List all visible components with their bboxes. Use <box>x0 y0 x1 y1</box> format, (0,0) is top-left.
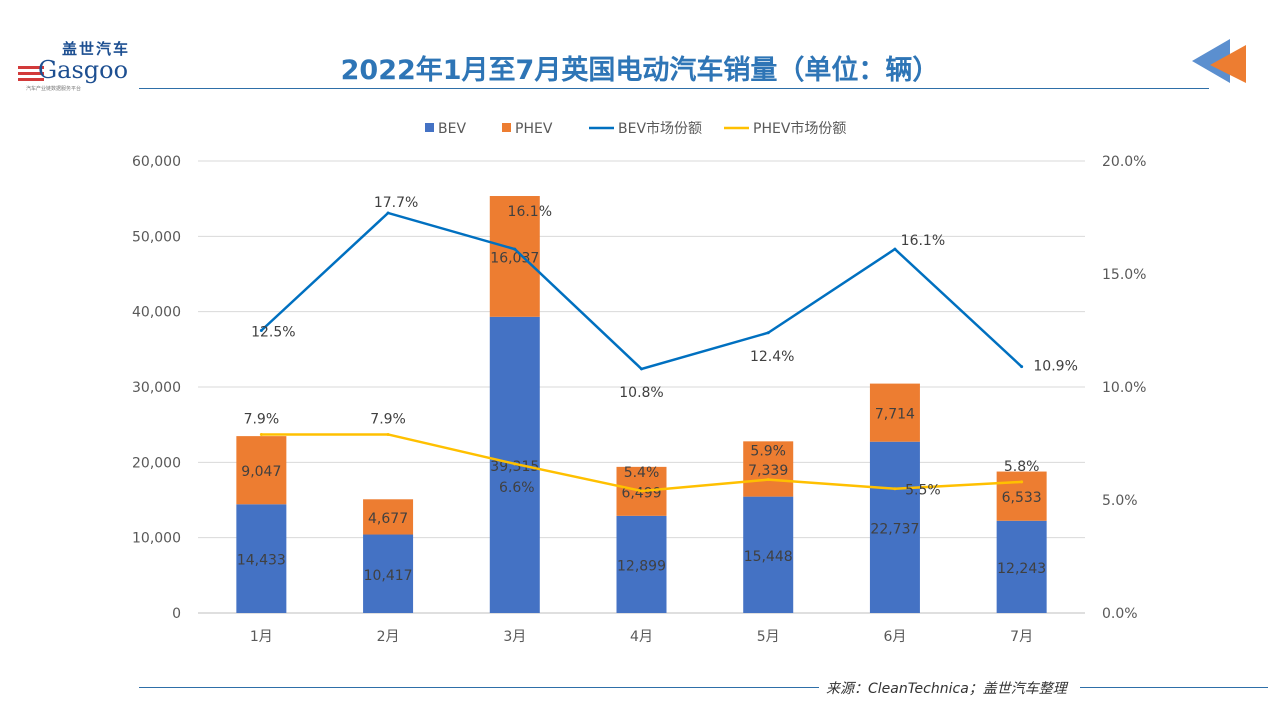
phev-data-label: 7,714 <box>875 407 915 423</box>
x-axis-tick: 6月 <box>883 629 906 645</box>
gasgoo-logo: 盖世汽车 Gasgoo 汽车产业链数据服务平台 <box>18 42 133 94</box>
bev-share-point <box>893 247 897 251</box>
bev-bar <box>869 441 920 613</box>
x-axis-tick: 5月 <box>757 629 780 645</box>
bev-share-point <box>640 367 643 371</box>
x-axis-tick: 7月 <box>1010 629 1033 645</box>
phev-bar <box>236 436 287 505</box>
logo-en: Gasgoo <box>38 56 129 84</box>
phev-share-point <box>640 489 643 493</box>
bev-share-label: 16.1% <box>901 233 945 249</box>
right-axis-tick: 15.0% <box>1102 267 1146 283</box>
phev-bar <box>363 499 414 535</box>
left-axis-tick: 50,000 <box>132 229 181 245</box>
right-axis-tick: 5.0% <box>1102 493 1138 509</box>
phev-share-point <box>1020 480 1024 484</box>
right-axis-tick: 0.0% <box>1102 606 1138 622</box>
bev-share-point <box>386 211 390 215</box>
phev-data-label: 4,677 <box>368 511 408 527</box>
phev-share-label: 5.9% <box>750 444 786 460</box>
bev-share-label: 17.7% <box>374 195 418 211</box>
phev-share-point <box>259 432 263 436</box>
phev-bar <box>743 441 794 497</box>
bev-share-label: 12.4% <box>750 349 794 365</box>
logo-cn: 盖世汽车 <box>62 40 131 58</box>
bev-bar <box>743 496 794 613</box>
bev-data-label: 22,737 <box>870 521 919 537</box>
left-axis-tick: 60,000 <box>132 154 181 170</box>
phev-share-point <box>513 462 517 466</box>
bev-data-label: 14,433 <box>237 553 286 569</box>
phev-data-label: 6,533 <box>1002 490 1042 506</box>
legend-item: BEV <box>438 121 466 137</box>
phev-share-label: 5.5% <box>905 483 941 499</box>
left-axis-tick: 0 <box>172 606 181 622</box>
page-title: 2022年1月至7月英国电动汽车销量（单位：辆） <box>340 55 940 86</box>
logo-subtitle: 汽车产业链数据服务平台 <box>26 86 82 92</box>
phev-share-label: 5.8% <box>1004 459 1040 475</box>
phev-share-label: 7.9% <box>370 411 406 427</box>
phev-share-point <box>386 432 390 436</box>
source-note: 来源：CleanTechnica；盖世汽车整理 <box>822 678 1071 698</box>
bev-data-label: 15,448 <box>744 549 793 565</box>
right-axis-tick: 10.0% <box>1102 380 1146 396</box>
left-axis-tick: 30,000 <box>132 380 181 396</box>
phev-share-point <box>893 487 897 491</box>
bev-data-label: 39,315 <box>490 459 539 475</box>
title-divider <box>139 88 1209 89</box>
phev-bar <box>996 471 1047 521</box>
right-axis-tick: 20.0% <box>1102 154 1146 170</box>
phev-bar <box>869 383 920 442</box>
x-axis-tick: 1月 <box>250 629 273 645</box>
phev-share-label: 7.9% <box>244 411 280 427</box>
legend-swatch <box>502 123 511 132</box>
bev-data-label: 10,417 <box>364 568 413 584</box>
legend-item: PHEV <box>515 121 553 137</box>
bev-share-point <box>766 331 770 335</box>
bev-bar <box>996 520 1047 613</box>
bev-share-point <box>259 329 263 332</box>
legend-item: BEV市场份额 <box>618 120 702 137</box>
phev-bar <box>489 196 540 317</box>
left-axis-tick: 10,000 <box>132 531 181 547</box>
phev-share-point <box>766 478 770 482</box>
logo-stripes <box>18 66 44 84</box>
phev-data-label: 9,047 <box>241 464 281 480</box>
phev-share-label: 5.4% <box>624 465 660 481</box>
legend-item: PHEV市场份额 <box>753 120 846 137</box>
x-axis-tick: 3月 <box>503 629 526 645</box>
bev-share-label: 10.8% <box>619 385 663 401</box>
bev-share-point <box>1020 365 1024 369</box>
footer-divider-left <box>139 687 819 688</box>
bev-data-label: 12,243 <box>997 561 1046 577</box>
left-axis-tick: 20,000 <box>132 455 181 471</box>
bev-share-label: 12.5% <box>251 325 295 341</box>
footer-divider-right <box>1080 687 1268 688</box>
left-axis-tick: 40,000 <box>132 305 181 321</box>
phev-data-label: 7,339 <box>748 463 788 479</box>
x-axis-tick: 2月 <box>377 629 400 645</box>
bev-bar <box>236 504 287 613</box>
back-arrow-icon <box>1192 39 1246 83</box>
phev-share-label: 6.6% <box>499 480 535 496</box>
bev-data-label: 12,899 <box>617 558 666 574</box>
bev-share-label: 16.1% <box>508 204 552 220</box>
bev-bar <box>363 534 414 613</box>
bev-bar <box>616 515 667 613</box>
bev-share-point <box>513 247 517 251</box>
x-axis-tick: 4月 <box>630 629 653 645</box>
bev-share-label: 10.9% <box>1033 359 1077 375</box>
legend-swatch <box>425 123 434 132</box>
